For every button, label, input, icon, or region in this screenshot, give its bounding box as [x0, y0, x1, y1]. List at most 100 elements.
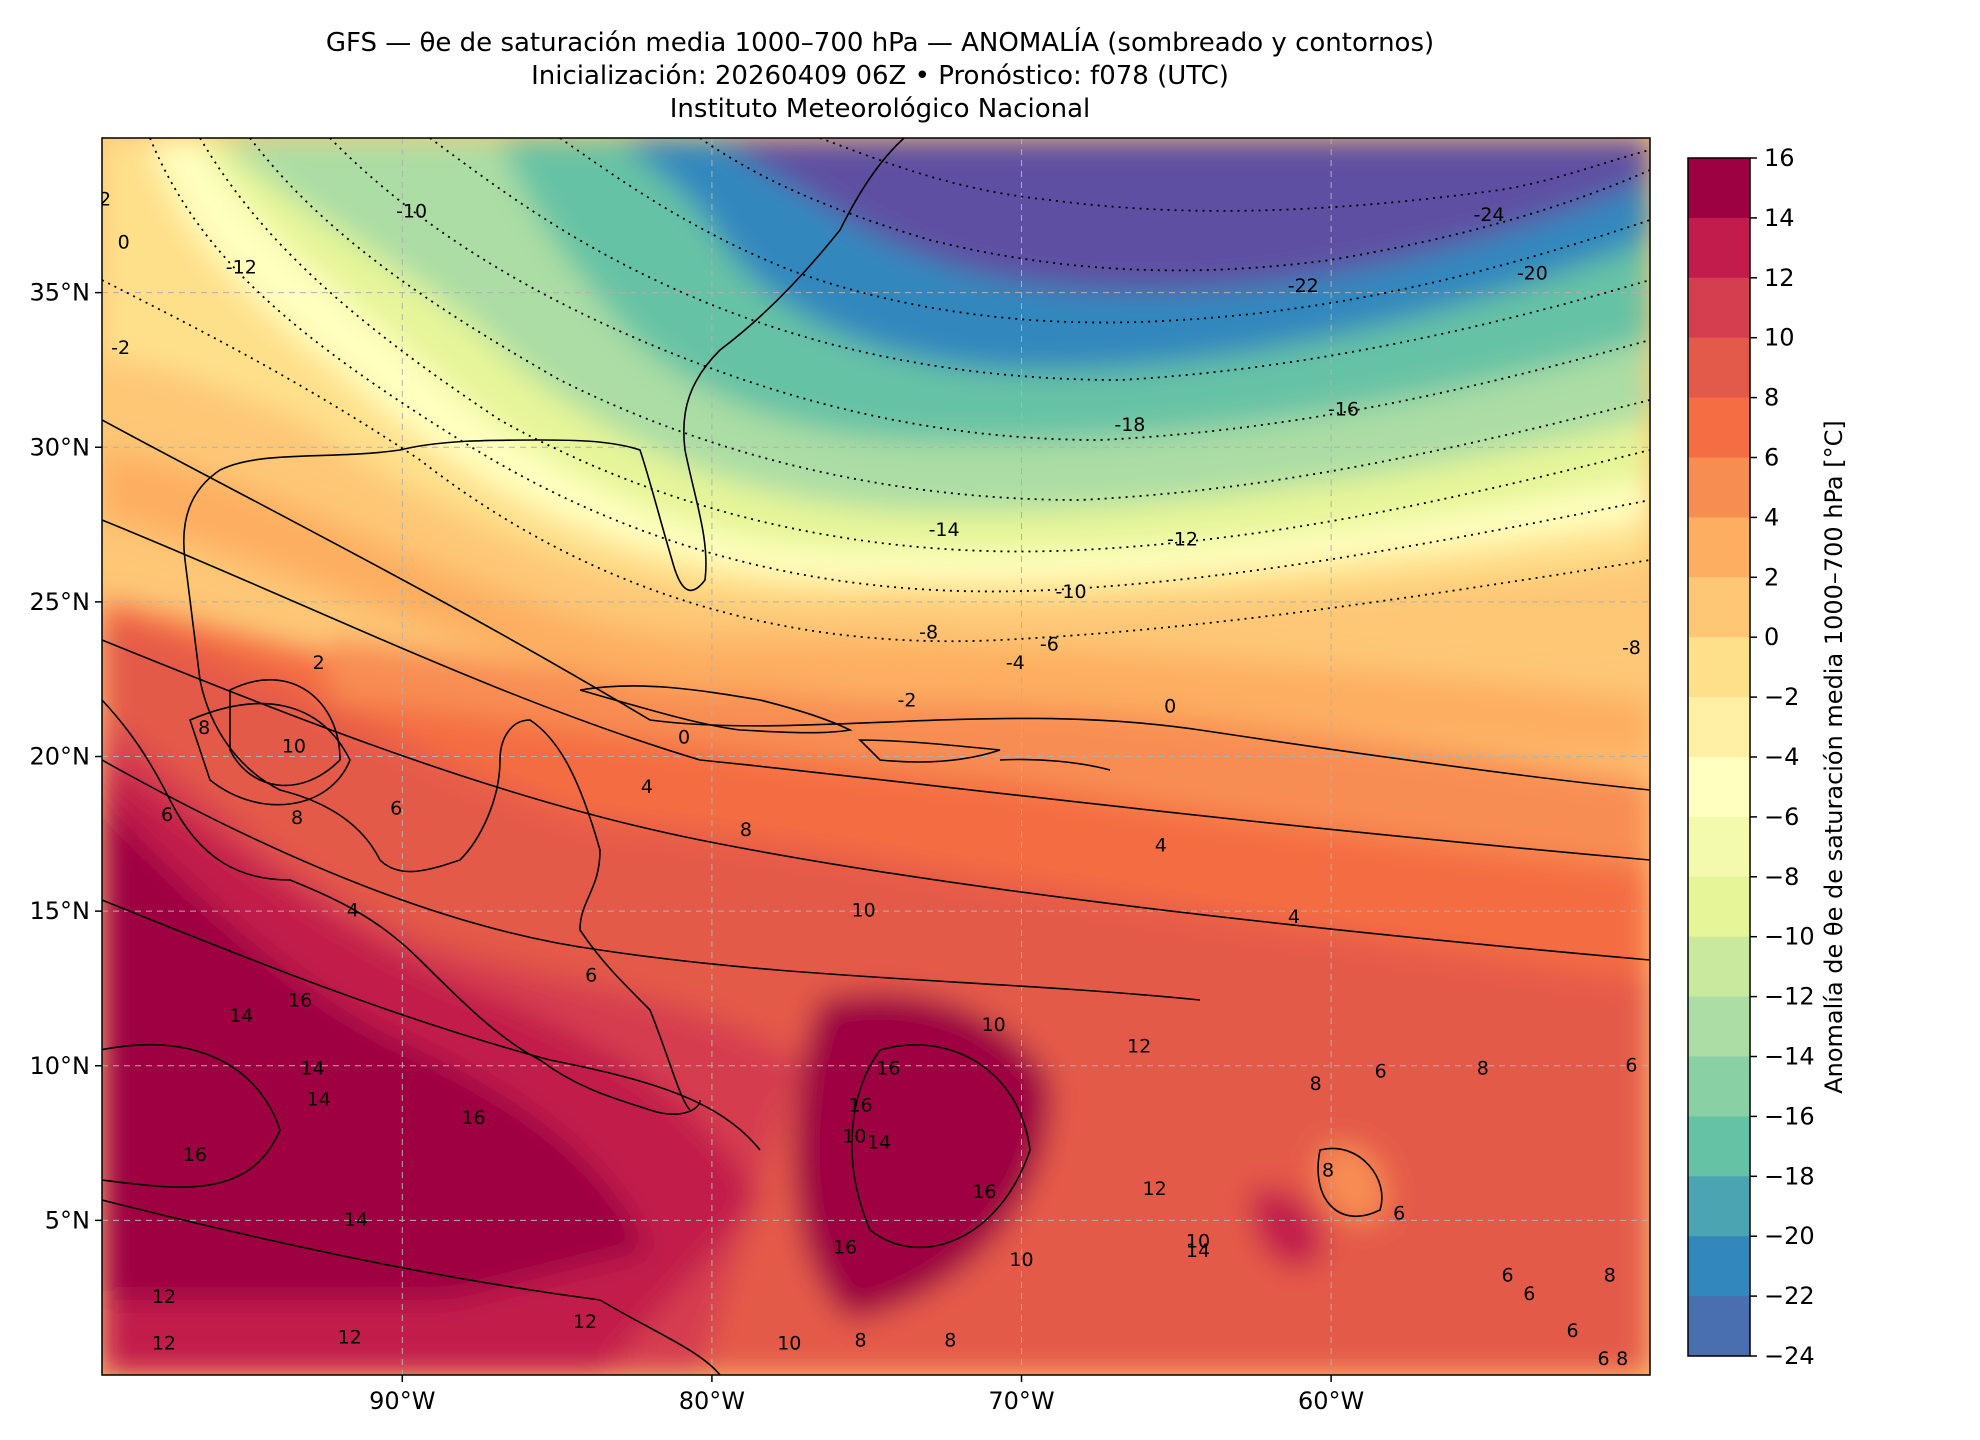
contour-label: 8: [854, 1329, 866, 1351]
contour-label: 12: [152, 1286, 176, 1308]
contour-label: 8: [1322, 1159, 1334, 1181]
colorbar-tick-label: 14: [1764, 204, 1795, 232]
contour-labels: -24-22-20-18-16-14 -12-10-8-6-4-20024-8-1…: [99, 188, 1641, 1370]
colorbar-swatch: [1688, 577, 1750, 638]
colorbar-swatch: [1688, 757, 1750, 818]
colorbar-swatch: [1688, 337, 1750, 399]
lon-tick-label: 60°W: [1298, 1387, 1364, 1415]
colorbar-swatch: [1688, 158, 1750, 219]
contour-label: 4: [1155, 835, 1167, 857]
contour-label: 6: [585, 965, 597, 987]
colorbar-tick-label: −14: [1764, 1043, 1815, 1071]
contour-label: 16: [972, 1181, 996, 1203]
colorbar-tick-label: −22: [1764, 1282, 1815, 1310]
colorbar-swatch: [1688, 1056, 1750, 1117]
contour-label: -8: [1622, 637, 1641, 659]
contour-label: -4: [1006, 652, 1025, 674]
contour-label: -12: [226, 256, 257, 278]
contour-label: 10: [842, 1125, 866, 1147]
contour-label: 12: [152, 1333, 176, 1355]
lon-tick-label: 80°W: [679, 1387, 745, 1415]
contour-label: 14: [229, 1005, 253, 1027]
contour-label: -8: [919, 621, 938, 643]
contour-label: 14: [344, 1209, 368, 1231]
colorbar-tick-label: −24: [1764, 1342, 1815, 1370]
contour-label: 8: [944, 1329, 956, 1351]
colorbar-swatch: [1688, 217, 1750, 279]
contour-label: 6: [1625, 1054, 1637, 1076]
colorbar-tick-label: 6: [1764, 444, 1779, 472]
lat-tick-label: 5°N: [45, 1206, 90, 1234]
contour-label: 8: [1604, 1265, 1616, 1287]
colorbar-tick-label: 8: [1764, 384, 1779, 412]
colorbar-tick-label: 16: [1764, 144, 1795, 172]
colorbar-tick-label: 2: [1764, 563, 1779, 591]
colorbar-tick-label: 0: [1764, 623, 1779, 651]
colorbar-swatch: [1688, 1176, 1750, 1237]
colorbar-swatch: [1688, 1296, 1750, 1357]
contour-label: 12: [573, 1311, 597, 1333]
contour-label: 0: [678, 726, 690, 748]
contour-label: 8: [740, 819, 752, 841]
colorbar-swatch: [1688, 277, 1750, 339]
map-title-line-2: Inicialización: 20260409 06Z • Pronóstic…: [531, 61, 1229, 91]
contour-label: 8: [291, 807, 303, 829]
colorbar-tick-label: −4: [1764, 743, 1799, 771]
colorbar-swatch: [1688, 996, 1750, 1057]
contour-label: -22: [1288, 275, 1319, 297]
contour-label: 14: [307, 1088, 331, 1110]
contour-label: 6: [1523, 1283, 1535, 1305]
colorbar-tick-label: 12: [1764, 264, 1795, 292]
colorbar-swatch: [1688, 1116, 1750, 1177]
contour-label: 8: [1477, 1057, 1489, 1079]
map-title-line-1: GFS — θe de saturación media 1000–700 hP…: [325, 28, 1435, 58]
contour-label: 12: [1127, 1036, 1151, 1058]
contour-label: 2: [313, 652, 325, 674]
contour-label: -24: [1473, 204, 1504, 226]
colorbar-tick-label: −18: [1764, 1162, 1815, 1190]
lat-tick-label: 30°N: [30, 433, 91, 461]
colorbar-tick-label: −20: [1764, 1222, 1815, 1250]
lon-tick-label: 70°W: [988, 1387, 1054, 1415]
contour-label: -10: [1056, 581, 1087, 603]
contour-label: 14: [867, 1132, 891, 1154]
contour-label: 10: [1009, 1249, 1033, 1271]
contour-label: 6: [1393, 1203, 1405, 1225]
contour-label: -6: [1040, 634, 1059, 656]
colorbar-swatch: [1688, 457, 1750, 518]
colorbar-swatch: [1688, 397, 1750, 458]
contour-label: 2: [99, 188, 111, 210]
contour-label: 14: [300, 1057, 324, 1079]
contour-label: 12: [338, 1326, 362, 1348]
contour-label: 10: [852, 900, 876, 922]
latitude-axis: 35°N 30°N 25°N 20°N 15°N 10°N 5°N: [30, 279, 102, 1234]
negative-anomaly-contours: [102, 138, 1650, 643]
contour-label: -2: [897, 689, 916, 711]
contour-label: 6: [1598, 1348, 1610, 1370]
contour-label: 14: [1186, 1240, 1210, 1262]
anomaly-contours: [102, 419, 1650, 1375]
contour-label: 8: [1616, 1348, 1628, 1370]
coastlines: [102, 138, 1111, 1115]
lat-tick-label: 10°N: [30, 1052, 91, 1080]
contour-label: 8: [198, 717, 210, 739]
contour-label: 6: [390, 798, 402, 820]
contour-label: 10: [282, 736, 306, 758]
contour-label: 4: [1288, 906, 1300, 928]
contour-label: 16: [183, 1144, 207, 1166]
colorbar-tick-label: −2: [1764, 683, 1799, 711]
colorbar-swatch: [1688, 816, 1750, 878]
contour-label: -12: [1167, 529, 1198, 551]
colorbar-tick-label: −12: [1764, 983, 1815, 1011]
colorbar-tick-label: −6: [1764, 803, 1799, 831]
colorbar-tick-label: 10: [1764, 324, 1795, 352]
contour-label: 0: [1164, 696, 1176, 718]
anomaly-shading: [102, 138, 1650, 1375]
lat-tick-label: 35°N: [30, 279, 91, 307]
contour-label: -18: [1114, 414, 1145, 436]
contour-label: 12: [1143, 1178, 1167, 1200]
contour-label: 0: [118, 232, 130, 254]
colorbar-tick-label: 4: [1764, 503, 1779, 531]
contour-label: -2: [111, 337, 130, 359]
